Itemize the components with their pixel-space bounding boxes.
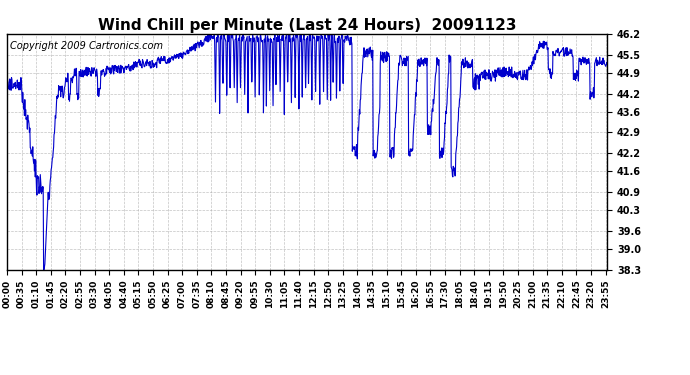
Text: Copyright 2009 Cartronics.com: Copyright 2009 Cartronics.com [10,41,163,51]
Title: Wind Chill per Minute (Last 24 Hours)  20091123: Wind Chill per Minute (Last 24 Hours) 20… [98,18,516,33]
